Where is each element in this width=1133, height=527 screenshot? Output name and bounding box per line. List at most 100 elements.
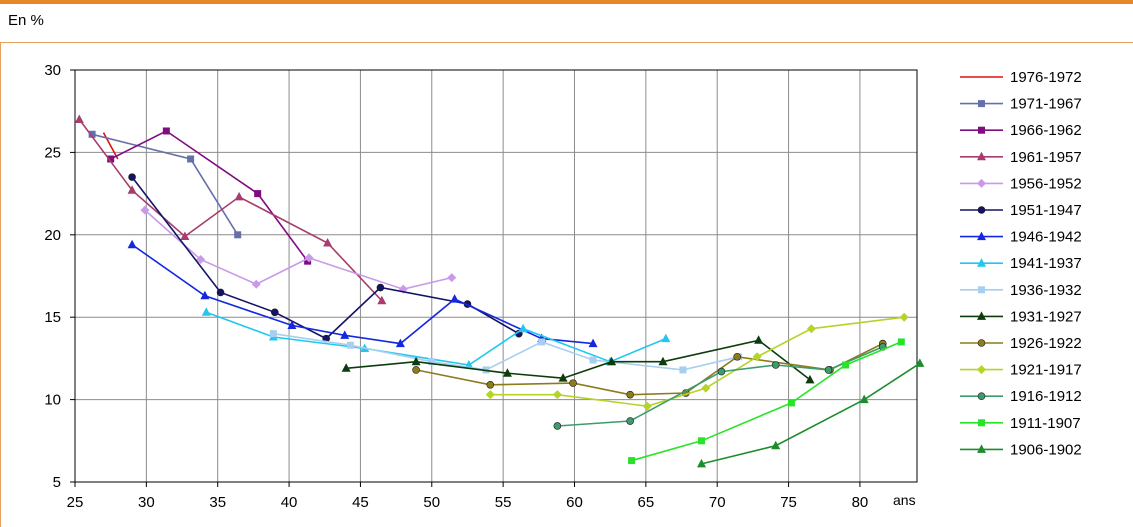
legend-item: 1971-1967 [960, 96, 1082, 113]
legend-label: 1941-1937 [1010, 255, 1082, 272]
series-1966-1962 [107, 127, 312, 265]
x-tick-label: 50 [423, 494, 440, 511]
legend-label: 1951-1947 [1010, 202, 1082, 219]
data-point [754, 335, 764, 344]
legend-label: 1916-1912 [1010, 388, 1082, 405]
series-line [131, 176, 520, 340]
data-point [897, 338, 905, 346]
data-point [377, 295, 387, 305]
x-tick-label: 70 [709, 494, 726, 511]
legend-swatch-marker [977, 311, 986, 320]
series-line [110, 130, 309, 262]
legend-item: 1966-1962 [960, 122, 1082, 139]
legend-swatch-marker [977, 231, 986, 241]
series-1926-1922 [412, 339, 887, 399]
data-point [502, 368, 512, 377]
data-point [216, 288, 225, 297]
plot-area-border [74, 69, 918, 483]
header-divider [0, 42, 1133, 43]
legend-item: 1976-1972 [960, 69, 1082, 86]
data-point [552, 390, 562, 400]
legend-label: 1971-1967 [1010, 96, 1082, 113]
data-point [340, 330, 350, 339]
y-tick-label: 10 [44, 392, 61, 409]
legend-swatch-marker [978, 126, 985, 134]
series-1941-1937 [201, 307, 671, 369]
legend-item: 1946-1942 [960, 229, 1082, 246]
series-1956-1952 [140, 205, 457, 294]
series-line [557, 346, 884, 427]
data-point [697, 458, 707, 468]
data-point [234, 231, 242, 239]
data-point [698, 437, 706, 445]
data-point [162, 127, 170, 135]
series-line [415, 342, 884, 396]
data-point [304, 253, 314, 263]
data-point [107, 155, 115, 163]
data-point [398, 284, 408, 294]
legend-swatch-marker [977, 444, 986, 453]
legend-label: 1946-1942 [1010, 229, 1082, 246]
data-point [589, 356, 597, 364]
x-axis-label: ans [893, 492, 916, 508]
series-line [701, 362, 921, 465]
data-point [569, 379, 577, 387]
x-tick-label: 35 [209, 494, 226, 511]
x-tick-label: 60 [566, 494, 583, 511]
legend-item: 1961-1957 [960, 149, 1082, 166]
legend-item: 1951-1947 [960, 202, 1082, 219]
data-point [628, 457, 636, 465]
series-1911-1907 [628, 338, 905, 465]
data-point [486, 380, 495, 389]
x-tick-label: 25 [67, 494, 84, 511]
legend-label: 1976-1972 [1010, 69, 1082, 86]
y-tick-label: 5 [53, 474, 61, 491]
x-tick-label: 65 [638, 494, 655, 511]
legend-swatch-marker [977, 206, 986, 214]
data-point [733, 352, 741, 361]
y-tick-label: 20 [44, 227, 61, 244]
data-point [411, 356, 421, 366]
data-point [842, 361, 850, 369]
legend-label: 1956-1952 [1010, 175, 1082, 192]
data-point [196, 255, 206, 265]
x-tick-label: 45 [352, 494, 369, 511]
left-border [0, 42, 1, 527]
series-1931-1927 [341, 335, 815, 384]
series-1921-1917 [485, 312, 909, 411]
data-point [805, 374, 815, 384]
legend-item: 1926-1922 [960, 335, 1082, 352]
data-point [346, 341, 354, 349]
legend-swatch-marker [978, 286, 985, 294]
legend-swatch-marker [977, 339, 986, 347]
legend-label: 1921-1917 [1010, 362, 1082, 379]
data-point [270, 308, 279, 317]
legend-swatch-marker [978, 419, 985, 427]
data-point [679, 366, 687, 374]
data-point [485, 390, 495, 400]
data-point [658, 356, 668, 366]
legend-swatch-marker [977, 178, 986, 188]
legend-swatch-marker [977, 392, 986, 401]
y-tick-label: 15 [44, 309, 61, 326]
data-point [717, 367, 726, 376]
data-point [824, 366, 833, 374]
data-point [661, 333, 671, 343]
legend-item: 1916-1912 [960, 388, 1082, 405]
x-tick-label: 55 [495, 494, 512, 511]
legend-swatch-marker [977, 365, 986, 375]
data-point [558, 373, 568, 382]
x-tick-label: 30 [138, 494, 155, 511]
data-point [287, 320, 297, 329]
x-tick-label: 80 [852, 494, 869, 511]
x-tick-label: 75 [780, 494, 797, 511]
data-point [341, 363, 351, 372]
data-point [127, 185, 137, 194]
data-point [899, 312, 909, 322]
data-point [701, 383, 711, 393]
data-point [304, 257, 312, 265]
unit-label: En % [8, 12, 44, 29]
data-point [412, 366, 420, 374]
data-point [251, 279, 261, 289]
